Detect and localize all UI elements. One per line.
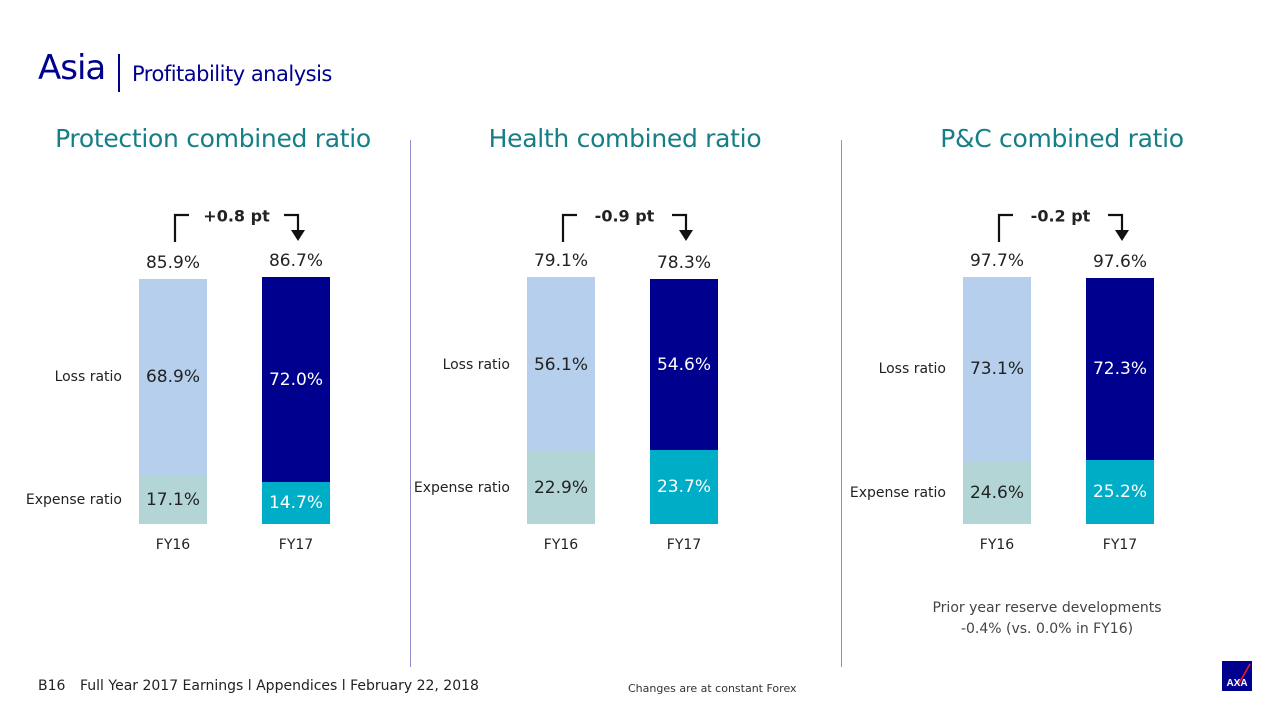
bracket-right <box>672 213 688 232</box>
total-label: 97.7% <box>969 251 1025 271</box>
total-label: 78.3% <box>656 253 712 274</box>
data-label-loss: 68.9% <box>145 367 201 388</box>
category-label: FY16 <box>155 537 191 553</box>
bracket-left <box>561 213 577 242</box>
data-label-expense: 25.2% <box>1092 482 1148 503</box>
axa-logo: AXA <box>1222 661 1252 691</box>
total-label: 86.7% <box>268 251 324 271</box>
category-label: FY16 <box>979 537 1015 553</box>
divider <box>841 140 842 667</box>
bar-segment-loss <box>1086 277 1154 461</box>
category-label: FY17 <box>278 537 314 553</box>
series-label-loss: Loss ratio <box>54 369 122 386</box>
title-separator <box>118 54 120 92</box>
arrowhead <box>291 230 305 241</box>
bar-segment-loss <box>527 277 595 453</box>
category-label: FY17 <box>1102 537 1138 553</box>
series-label-expense: Expense ratio <box>25 491 122 508</box>
category-label: FY16 <box>543 537 579 553</box>
chart-title: Protection combined ratio <box>55 124 371 153</box>
change-label: +0.8 pt <box>203 206 270 226</box>
total-label: 79.1% <box>533 251 589 271</box>
bracket-left <box>173 213 189 242</box>
chart-title: Health combined ratio <box>488 124 762 153</box>
bar-segment-loss <box>139 278 207 476</box>
reserve-note-line1: Prior year reserve developments <box>932 600 1162 616</box>
bar-segment-expense <box>139 475 207 524</box>
category-label: FY17 <box>666 537 702 553</box>
footer-text: Full Year 2017 Earnings l Appendices l F… <box>80 678 479 694</box>
change-label: -0.2 pt <box>1030 206 1091 226</box>
data-label-expense: 14.7% <box>268 493 324 514</box>
total-label: 85.9% <box>145 252 201 273</box>
bracket-right <box>1108 213 1124 232</box>
data-label-expense: 23.7% <box>656 476 712 497</box>
bar-segment-expense <box>650 449 718 524</box>
change-label: -0.9 pt <box>594 206 655 226</box>
bracket-right <box>284 213 300 232</box>
bracket-left <box>997 213 1013 242</box>
bar-segment-loss <box>963 277 1031 462</box>
bar-segment-loss <box>650 279 718 450</box>
data-label-loss: 54.6% <box>656 354 712 375</box>
data-label-expense: 22.9% <box>533 478 589 499</box>
data-label-loss: 72.3% <box>1092 358 1148 379</box>
series-label-loss: Loss ratio <box>878 361 946 378</box>
data-label-loss: 72.0% <box>268 369 324 390</box>
data-label-loss: 73.1% <box>969 359 1025 380</box>
arrowhead <box>679 230 693 241</box>
data-label-expense: 17.1% <box>145 489 201 510</box>
chart-title: P&C combined ratio <box>940 124 1184 153</box>
page-subtitle: Profitability analysis <box>132 62 332 86</box>
bar-segment-expense <box>1086 460 1154 524</box>
page-number: B16 <box>38 678 66 694</box>
bar-segment-expense <box>527 452 595 524</box>
bar-segment-expense <box>963 461 1031 524</box>
forex-note: Changes are at constant Forex <box>628 682 797 695</box>
series-label-expense: Expense ratio <box>413 480 510 497</box>
svg-text:AXA: AXA <box>1226 678 1247 689</box>
reserve-note: Prior year reserve developments -0.4% (v… <box>932 598 1161 640</box>
series-label-expense: Expense ratio <box>849 484 946 501</box>
data-label-loss: 56.1% <box>533 354 589 375</box>
data-label-expense: 24.6% <box>969 482 1025 503</box>
total-label: 97.6% <box>1092 251 1148 272</box>
page-title: Asia <box>38 48 106 88</box>
bar-segment-loss <box>262 277 330 483</box>
bar-segment-expense <box>262 482 330 524</box>
series-label-loss: Loss ratio <box>442 356 510 373</box>
divider <box>410 140 411 667</box>
arrowhead <box>1115 230 1129 241</box>
reserve-note-line2: -0.4% (vs. 0.0% in FY16) <box>960 621 1134 637</box>
